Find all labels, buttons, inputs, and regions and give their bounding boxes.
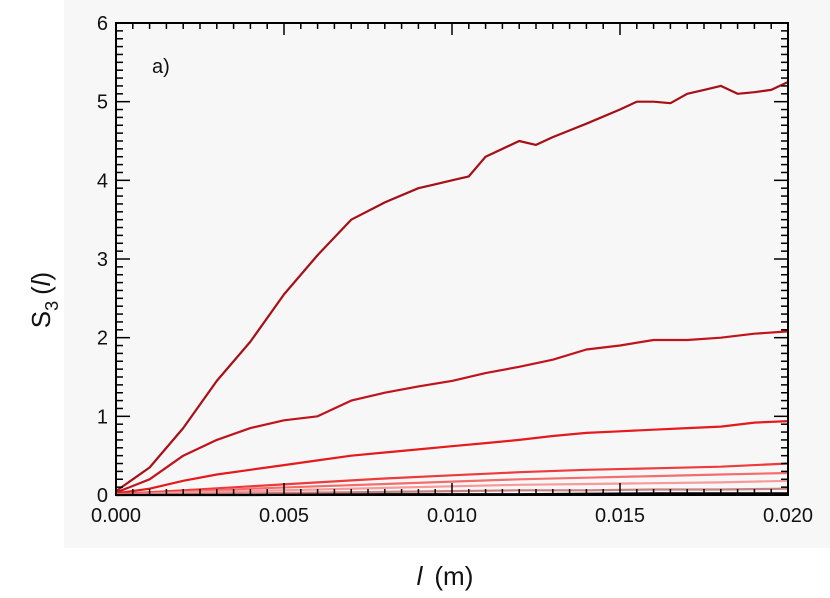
y-tick-label: 3	[97, 249, 108, 271]
y-axis-title-close-paren: )	[26, 272, 56, 281]
ticks-layer	[115, 22, 789, 496]
series-line-2	[115, 330, 789, 494]
y-axis-title-subscript: 3	[42, 301, 62, 311]
x-tick-label: 0.015	[595, 505, 645, 527]
y-tick-labels: 0 1 2 3 4 5 6	[97, 13, 108, 507]
y-tick-label: 4	[97, 170, 108, 192]
series-line-1	[115, 81, 789, 493]
y-axis-title-open-paren: (	[26, 286, 56, 295]
x-tick-label: 0.005	[259, 505, 309, 527]
series-line-4	[115, 462, 789, 496]
plot-frame	[115, 22, 789, 496]
y-tick-label: 1	[97, 406, 108, 428]
y-tick-label: 5	[97, 92, 108, 114]
y-tick-label: 0	[97, 485, 108, 507]
x-tick-label: 0.020	[763, 505, 813, 527]
series-line-5	[115, 471, 789, 496]
x-axis-title-var: l	[417, 561, 424, 591]
x-tick-label: 0.010	[427, 505, 477, 527]
panel-label: a)	[152, 56, 170, 78]
x-axis-title-unit: (m)	[434, 561, 473, 591]
y-tick-label: 6	[97, 13, 108, 35]
y-axis-title-main: S	[26, 311, 56, 328]
y-tick-label: 2	[97, 328, 108, 350]
x-tick-labels: 0.000 0.005 0.010 0.015 0.020	[91, 505, 813, 527]
x-tick-label: 0.000	[91, 505, 141, 527]
y-axis-title: S3 (l)	[26, 272, 62, 328]
x-axis-title: l (m)	[417, 561, 474, 591]
y-axis-title-arg: l	[26, 279, 56, 286]
series-line-3	[115, 420, 789, 495]
